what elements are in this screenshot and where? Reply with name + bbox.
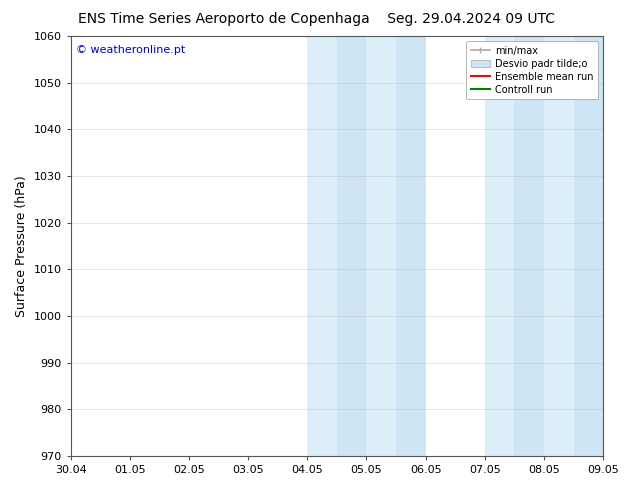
Text: ENS Time Series Aeroporto de Copenhaga    Seg. 29.04.2024 09 UTC: ENS Time Series Aeroporto de Copenhaga S… <box>79 12 555 26</box>
Bar <box>485 36 514 456</box>
Bar <box>544 36 574 456</box>
Bar <box>337 36 366 456</box>
Bar <box>366 36 396 456</box>
Legend: min/max, Desvio padr tilde;o, Ensemble mean run, Controll run: min/max, Desvio padr tilde;o, Ensemble m… <box>466 41 598 99</box>
Bar <box>307 36 337 456</box>
Bar <box>396 36 425 456</box>
Text: © weatheronline.pt: © weatheronline.pt <box>76 45 185 54</box>
Bar <box>514 36 544 456</box>
Y-axis label: Surface Pressure (hPa): Surface Pressure (hPa) <box>15 175 28 317</box>
Bar <box>574 36 603 456</box>
